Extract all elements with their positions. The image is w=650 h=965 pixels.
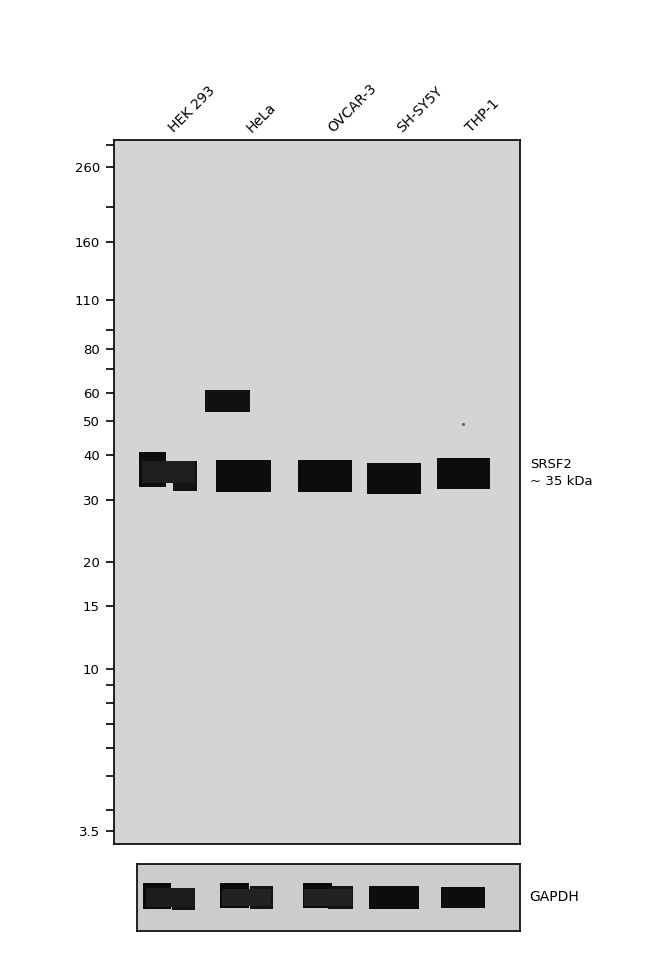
Polygon shape <box>205 390 250 412</box>
Polygon shape <box>222 890 271 905</box>
Text: SRSF2
~ 35 kDa: SRSF2 ~ 35 kDa <box>530 457 592 488</box>
Polygon shape <box>441 887 485 908</box>
Polygon shape <box>367 462 421 494</box>
Polygon shape <box>437 458 489 489</box>
Polygon shape <box>139 453 166 486</box>
Polygon shape <box>250 886 272 909</box>
Text: HEK 293: HEK 293 <box>166 84 218 135</box>
Polygon shape <box>220 883 248 908</box>
Polygon shape <box>142 461 195 483</box>
Text: HeLa: HeLa <box>244 100 279 135</box>
Polygon shape <box>172 888 195 910</box>
Polygon shape <box>142 883 172 909</box>
Polygon shape <box>304 890 352 905</box>
Polygon shape <box>369 886 419 909</box>
Text: GAPDH: GAPDH <box>530 891 580 904</box>
Text: OVCAR-3: OVCAR-3 <box>325 81 379 135</box>
Polygon shape <box>328 886 353 909</box>
Polygon shape <box>303 883 332 908</box>
Polygon shape <box>216 460 271 491</box>
Text: SH-SY5Y: SH-SY5Y <box>394 84 445 135</box>
Polygon shape <box>298 460 352 491</box>
Polygon shape <box>146 888 194 907</box>
Polygon shape <box>173 461 197 491</box>
Text: THP-1: THP-1 <box>463 96 502 135</box>
